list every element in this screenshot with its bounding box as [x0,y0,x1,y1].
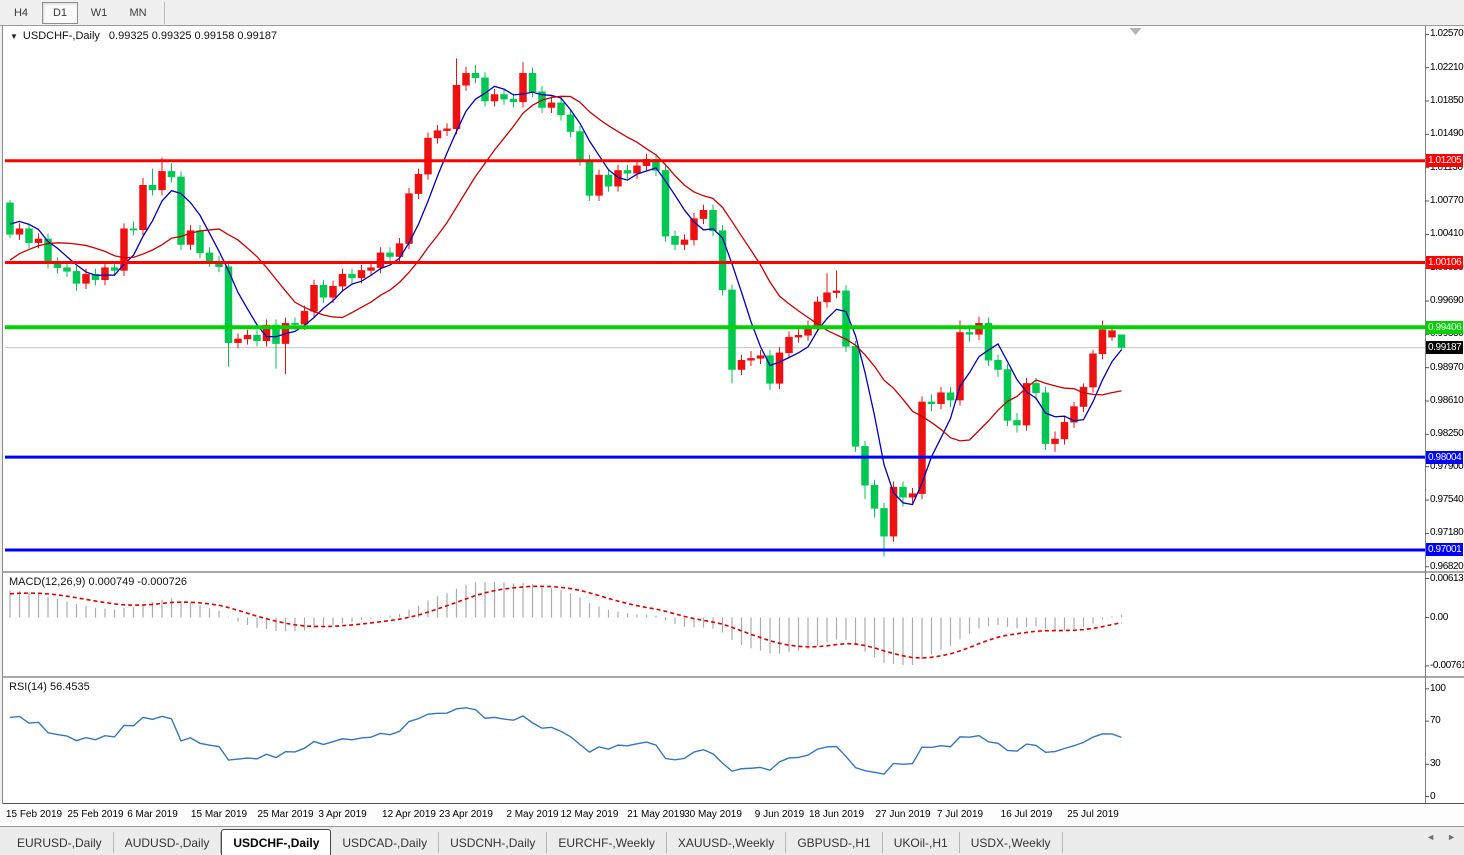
date-axis-label: 27 Jun 2019 [875,809,930,820]
date-axis-label: 6 Mar 2019 [127,809,178,820]
tab-usdcnh-daily[interactable]: USDCNH-,Daily [439,832,547,853]
tab-xauusd-weekly[interactable]: XAUUSD-,Weekly [667,832,786,853]
price-level-badge: 1.00106 [1426,256,1463,269]
price-axis-label: 0.98250 [1430,428,1464,440]
date-axis-label: 25 Jul 2019 [1067,809,1119,820]
tab-scroll-left-icon[interactable]: ◄ [1426,832,1435,842]
date-axis-label: 25 Mar 2019 [257,809,313,820]
date-axis-label: 18 Jun 2019 [809,809,864,820]
chart-title: ▼ USDCHF-,Daily 0.99325 0.99325 0.99158 0.… [10,30,277,42]
date-axis-label: 15 Mar 2019 [191,809,247,820]
date-axis-label: 16 Jul 2019 [1001,809,1053,820]
chart-shift-marker [1130,28,1142,35]
date-axis-label: 15 Feb 2019 [6,809,62,820]
date-axis-label: 25 Feb 2019 [67,809,123,820]
date-axis-label: 21 May 2019 [627,809,685,820]
macd-histogram [10,582,1122,665]
ma-slow-line [10,96,1122,441]
price-axis-label: 0.97540 [1430,494,1464,506]
price-axis-label: 1.01850 [1430,95,1464,107]
price-axis-label: 0.98610 [1430,395,1464,407]
rsi-line [10,708,1122,774]
rsi-axis-label: 70 [1430,715,1464,727]
macd-axis-label: -0.007612 [1430,660,1464,672]
current-price-badge: 0.99187 [1426,341,1463,354]
price-axis-label: 1.00410 [1430,228,1464,240]
date-axis: 15 Feb 2019 25 Feb 2019 6 Mar 2019 15 Mar 2… [0,804,1464,826]
rsi-axis-label: 30 [1430,758,1464,770]
price-axis-label: 1.02570 [1430,28,1464,40]
macd-axis-label: 0.00 [1430,612,1464,624]
tab-audusd-daily[interactable]: AUDUSD-,Daily [114,832,222,853]
date-axis-label: 9 Jun 2019 [755,809,805,820]
tab-gbpusd-h1[interactable]: GBPUSD-,H1 [786,832,882,853]
price-axis-label: 0.96820 [1430,561,1464,573]
price-axis-label: 0.99690 [1430,295,1464,307]
tab-usdx-weekly[interactable]: USDX-,Weekly [960,832,1063,853]
date-axis-label: 12 May 2019 [561,809,619,820]
candles-layer [7,58,1126,556]
price-axis-label: 0.97180 [1430,527,1464,539]
rsi-axis-label: 100 [1430,683,1464,695]
tab-eurusd-daily[interactable]: EURUSD-,Daily [6,832,114,853]
price-axis-label: 1.01490 [1430,128,1464,140]
date-axis-label: 23 Apr 2019 [439,809,493,820]
date-axis-label: 3 Apr 2019 [318,809,366,820]
tab-scroll-arrows: ◄► [1426,832,1456,842]
panel-frame-lines [3,26,1464,826]
macd-indicator-label: MACD(12,26,9) 0.000749 -0.000726 [9,576,187,588]
rsi-indicator-label: RSI(14) 56.4535 [9,681,90,693]
tab-usdcad-daily[interactable]: USDCAD-,Daily [331,832,439,853]
tab-scroll-right-icon[interactable]: ► [1447,832,1456,842]
price-level-badge: 0.97001 [1426,543,1463,556]
date-axis-label: 7 Jul 2019 [937,809,983,820]
tab-eurchf-weekly[interactable]: EURCHF-,Weekly [547,832,666,853]
rsi-axis-label: 0 [1430,791,1464,803]
macd-signal-line [10,586,1122,658]
ma-fast-line [10,86,1122,504]
price-level-badge: 0.98004 [1426,451,1463,464]
price-axis-label: 1.02210 [1430,62,1464,74]
price-axis-label: 0.98970 [1430,362,1464,374]
chart-symbol-label: USDCHF-,Daily [23,30,100,42]
axis-tick-marks [29,34,1429,808]
chart-menu-icon[interactable]: ▼ [10,32,18,41]
date-axis-label: 30 May 2019 [684,809,742,820]
date-axis-label: 12 Apr 2019 [382,809,436,820]
tab-ukoil-h1[interactable]: UKOil-,H1 [883,832,960,853]
macd-axis-label: 0.00613 [1430,573,1464,585]
price-axis-label: 1.00770 [1430,195,1464,207]
date-axis-label: 2 May 2019 [506,809,558,820]
price-level-badge: 1.01205 [1426,154,1463,167]
price-level-badge: 0.99406 [1426,321,1463,334]
tab-usdchf-daily[interactable]: USDCHF-,Daily [221,829,331,855]
chart-ohlc-values: 0.99325 0.99325 0.99158 0.99187 [109,30,277,42]
